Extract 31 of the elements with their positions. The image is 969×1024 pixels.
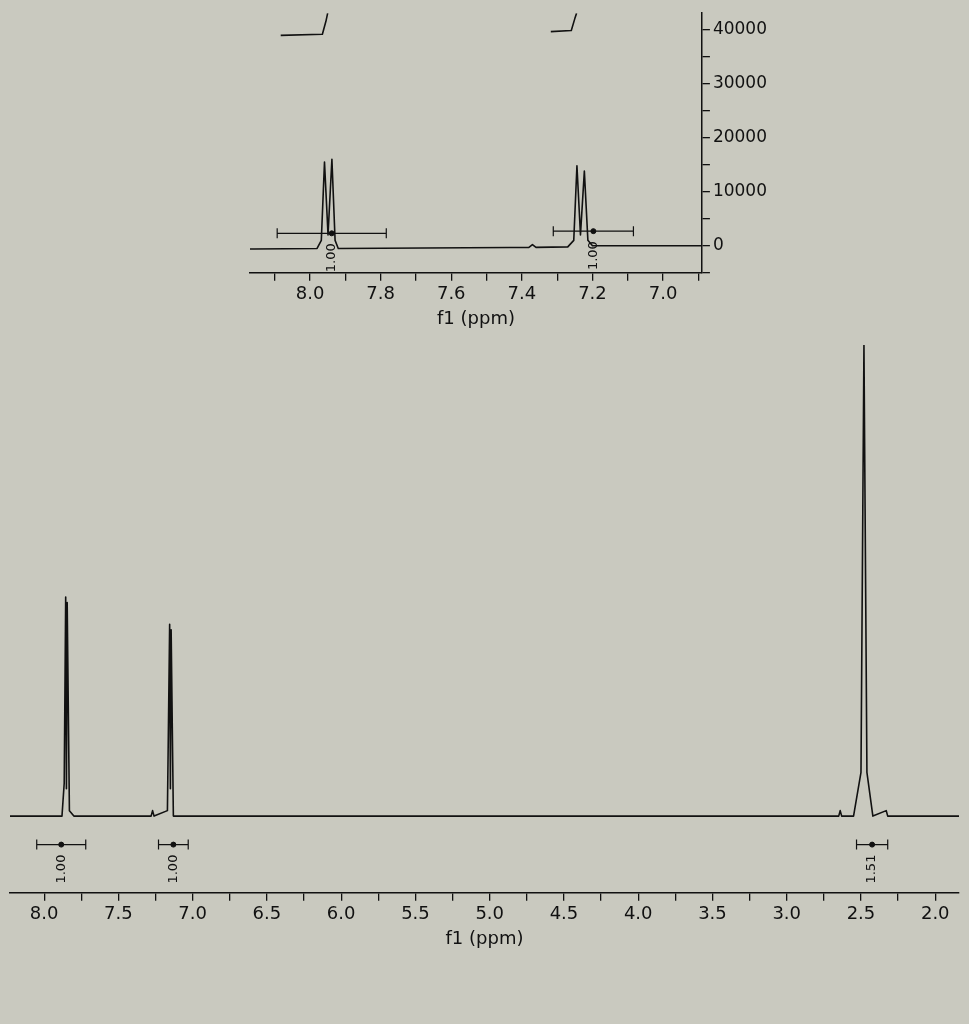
x-tick-label: 4.5 [549,902,579,924]
x-tick-label: 7.4 [507,282,537,304]
x-tick-label: 5.0 [475,902,505,924]
annotation: 1.00 [323,243,339,273]
y-tick-label: 10000 [712,180,768,201]
annotation: 1.00 [52,854,68,884]
y-tick-label: 40000 [712,17,768,38]
x-tick-label: 4.0 [623,902,653,924]
x-tick-label: 6.0 [326,902,356,924]
y-tick-label: 20000 [712,126,768,147]
x-axis-title: f1 (ppm) [445,926,524,948]
x-tick-label: 2.5 [846,902,876,924]
x-tick-label: 8.0 [29,902,59,924]
x-tick-label: 7.0 [648,282,678,304]
x-tick-label: 7.5 [104,902,133,924]
x-tick-label: 7.2 [578,282,607,304]
x-tick-label: 7.6 [436,282,466,304]
y-tick-label: 30000 [712,71,768,92]
x-tick-label: 3.5 [698,902,727,924]
x-tick-label: 7.0 [178,902,207,924]
annotation: 1.00 [584,241,600,271]
annotation: 1.00 [164,854,180,884]
x-tick-label: 2.0 [920,902,950,924]
annotation: 1.51 [863,854,879,884]
x-tick-label: 7.8 [366,282,395,304]
y-tick-label: 0 [712,234,724,255]
x-tick-label: 5.5 [401,902,430,924]
x-tick-label: 3.0 [772,902,802,924]
x-axis-title: f1 (ppm) [436,306,515,328]
x-tick-label: 6.5 [252,902,282,924]
x-tick-label: 8.0 [295,282,325,304]
